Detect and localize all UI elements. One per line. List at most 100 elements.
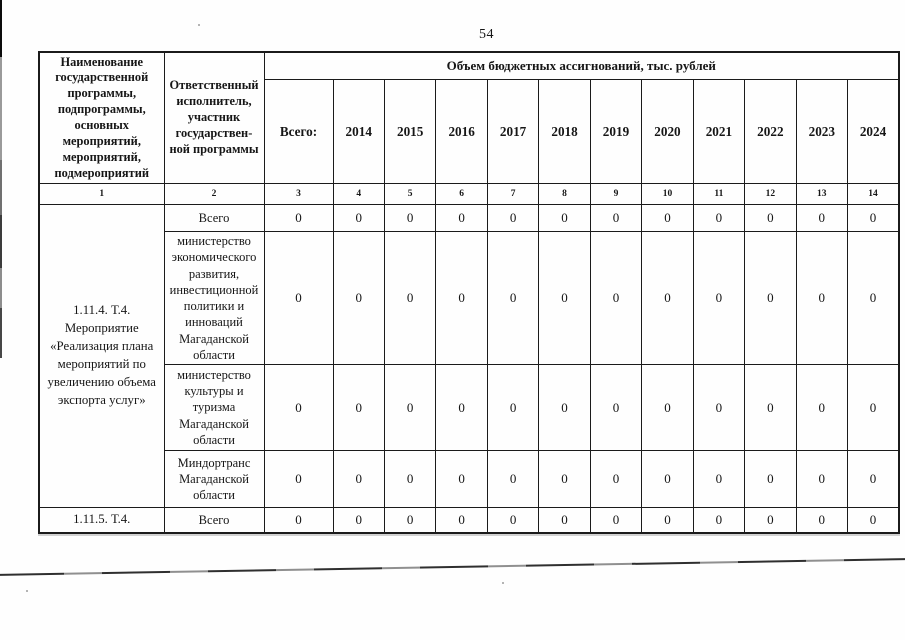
budget-assignments-table: Наименование государственной программы, … — [38, 51, 900, 534]
budget-value-cell: 0 — [538, 507, 591, 533]
budget-value-cell: 0 — [263, 204, 334, 232]
header-executor-column: Ответственный исполнитель, участник госу… — [163, 51, 265, 184]
budget-value-cell: 0 — [692, 204, 746, 232]
scan-artifact-left-edge-line — [0, 0, 2, 358]
budget-value-cell: 0 — [435, 450, 488, 508]
table-row: 1.11.4. Т.4. Мероприятие «Реализация пла… — [38, 204, 900, 508]
executor-cell: министерство культуры и туризма Магаданс… — [163, 364, 265, 451]
table-row: 1.11.5. Т.4. Всего 0 0 0 0 0 0 0 0 0 0 0 0 — [38, 507, 900, 533]
budget-value-cell: 0 — [692, 450, 746, 508]
column-number: 8 — [538, 183, 591, 205]
table-row: Миндортранс Магаданской области 0 0 0 0 0 0 0 0 0… — [39, 450, 900, 508]
budget-value-cell: 0 — [589, 231, 643, 365]
budget-value-cell: 0 — [744, 204, 797, 232]
executor-cell: министерство экономического развития, ин… — [163, 231, 265, 365]
budget-value-cell: 0 — [332, 204, 385, 232]
budget-value-cell: 0 — [263, 450, 334, 508]
scan-speck — [26, 590, 28, 592]
budget-value-cell: 0 — [641, 507, 694, 533]
header-year: 2020 — [641, 79, 694, 184]
budget-value-cell: 0 — [847, 364, 900, 451]
program-cell: 1.11.4. Т.4. Мероприятие «Реализация пла… — [38, 204, 165, 508]
header-year: 2024 — [847, 79, 900, 184]
table-row: министерство экономического развития, ин… — [39, 231, 900, 365]
budget-value-cell: 0 — [692, 231, 746, 365]
budget-value-cell: 0 — [435, 231, 488, 365]
column-number: 5 — [383, 183, 437, 205]
page-number: 54 — [479, 27, 494, 42]
budget-value-cell: 0 — [435, 507, 488, 533]
budget-value-cell: 0 — [486, 204, 540, 232]
budget-value-cell: 0 — [332, 364, 385, 451]
budget-value-cell: 0 — [847, 231, 900, 365]
budget-value-cell: 0 — [383, 450, 437, 508]
budget-value-cell: 0 — [263, 507, 334, 533]
budget-value-cell: 0 — [589, 507, 643, 533]
header-program-column: Наименование государственной программы, … — [38, 51, 165, 184]
budget-value-cell: 0 — [847, 204, 900, 232]
executor-cell: Всего — [163, 507, 265, 533]
header-budget-group: Объем бюджетных ассигнований, тыс. рубле… — [263, 51, 900, 80]
column-number: 2 — [163, 183, 265, 205]
header-year: 2021 — [692, 79, 746, 184]
budget-value-cell: 0 — [383, 204, 437, 232]
budget-value-cell: 0 — [332, 450, 385, 508]
budget-value-cell: 0 — [383, 507, 437, 533]
budget-value-cell: 0 — [744, 507, 797, 533]
budget-value-cell: 0 — [383, 231, 437, 365]
budget-value-cell: 0 — [486, 364, 540, 451]
header-year: 2018 — [538, 79, 591, 184]
budget-value-cell: 0 — [538, 450, 591, 508]
program-cell: 1.11.5. Т.4. — [38, 507, 165, 533]
column-number: 6 — [435, 183, 488, 205]
budget-value-cell: 0 — [332, 507, 385, 533]
table-body: 1.11.4. Т.4. Мероприятие «Реализация пла… — [38, 204, 900, 533]
budget-value-cell: 0 — [435, 204, 488, 232]
budget-value-cell: 0 — [847, 450, 900, 508]
budget-value-cell: 0 — [641, 364, 694, 451]
budget-value-cell: 0 — [589, 204, 643, 232]
executor-cell: Всего — [163, 204, 265, 232]
column-number: 1 — [38, 183, 165, 205]
budget-value-cell: 0 — [263, 231, 334, 365]
budget-value-cell: 0 — [589, 364, 643, 451]
table-row: министерство культуры и туризма Магаданс… — [39, 364, 900, 451]
budget-value-cell: 0 — [692, 507, 746, 533]
budget-value-cell: 0 — [692, 364, 746, 451]
column-number: 13 — [795, 183, 849, 205]
column-number: 3 — [263, 183, 334, 205]
budget-value-cell: 0 — [847, 507, 900, 533]
header-year: 2022 — [744, 79, 797, 184]
budget-value-cell: 0 — [486, 507, 540, 533]
budget-value-cell: 0 — [795, 204, 849, 232]
column-number: 4 — [332, 183, 385, 205]
budget-value-cell: 0 — [744, 231, 797, 365]
budget-value-cell: 0 — [641, 450, 694, 508]
budget-value-cell: 0 — [744, 364, 797, 451]
header-row-group: Наименование государственной программы, … — [38, 51, 900, 184]
scan-speck — [198, 24, 200, 26]
header-year: 2019 — [589, 79, 643, 184]
column-number: 12 — [744, 183, 797, 205]
header-total-column: Всего: — [263, 79, 334, 184]
budget-value-cell: 0 — [795, 507, 849, 533]
table-header: Наименование государственной программы, … — [38, 51, 900, 205]
column-number: 10 — [641, 183, 694, 205]
header-row-years: Всего: 2014 2015 2016 2017 2018 2019 2020 2021 2… — [39, 79, 900, 184]
column-number: 11 — [692, 183, 746, 205]
header-year: 2023 — [795, 79, 849, 184]
budget-value-cell: 0 — [795, 450, 849, 508]
budget-value-cell: 0 — [795, 364, 849, 451]
budget-value-cell: 0 — [486, 450, 540, 508]
header-year: 2016 — [435, 79, 488, 184]
column-number: 9 — [589, 183, 643, 205]
budget-value-cell: 0 — [744, 450, 797, 508]
budget-value-cell: 0 — [641, 231, 694, 365]
budget-value-cell: 0 — [435, 364, 488, 451]
scan-artifact-separator-line — [0, 558, 905, 576]
column-numbers-row: 1 2 3 4 5 6 7 8 9 10 11 12 13 14 — [38, 183, 900, 205]
budget-value-cell: 0 — [332, 231, 385, 365]
executor-cell: Миндортранс Магаданской области — [163, 450, 265, 508]
budget-value-cell: 0 — [538, 364, 591, 451]
